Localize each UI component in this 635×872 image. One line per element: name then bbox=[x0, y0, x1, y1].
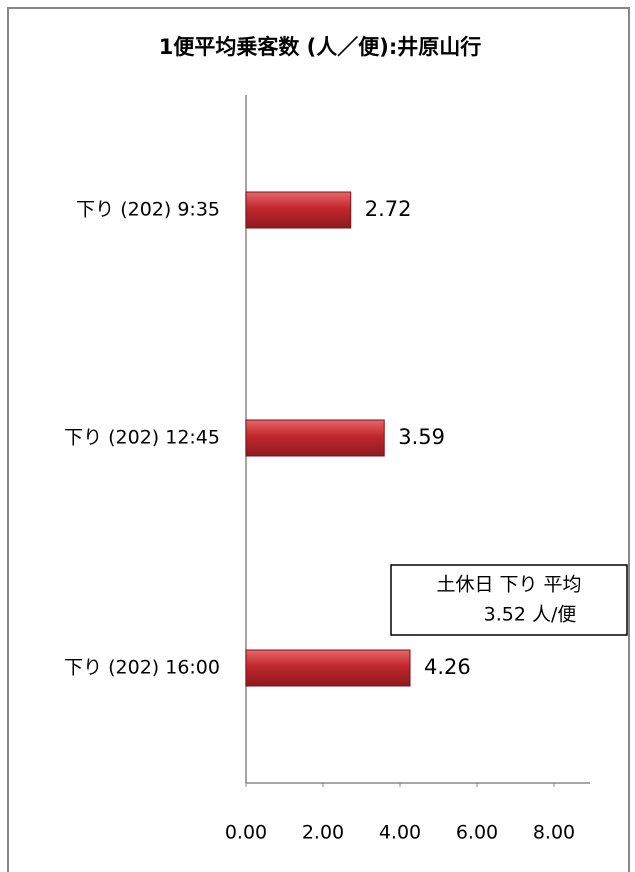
annotation: 土休日 下り 平均 bbox=[436, 574, 581, 596]
chart-title: 1便平均乗客数 (人／便):井原山行 bbox=[159, 35, 482, 59]
y-tick-label: 下り (202) 12:45 bbox=[64, 427, 220, 449]
bar bbox=[245, 649, 411, 687]
annotation: 3.52 人/便 bbox=[484, 604, 577, 626]
bar bbox=[245, 419, 385, 457]
y-tick-label: 下り (202) 16:00 bbox=[64, 657, 220, 679]
x-tick-label: 4.00 bbox=[379, 822, 421, 844]
bar bbox=[245, 191, 352, 229]
x-tick-label: 2.00 bbox=[302, 822, 344, 844]
data-label: 3.59 bbox=[398, 425, 445, 449]
x-tick-label: 6.00 bbox=[456, 822, 498, 844]
data-label: 4.26 bbox=[424, 655, 471, 679]
x-tick-label: 8.00 bbox=[533, 822, 575, 844]
x-tick-label: 0.00 bbox=[225, 822, 267, 844]
data-label: 2.72 bbox=[365, 197, 412, 221]
y-tick-label: 下り (202) 9:35 bbox=[76, 199, 220, 221]
annotation-box bbox=[390, 564, 628, 636]
